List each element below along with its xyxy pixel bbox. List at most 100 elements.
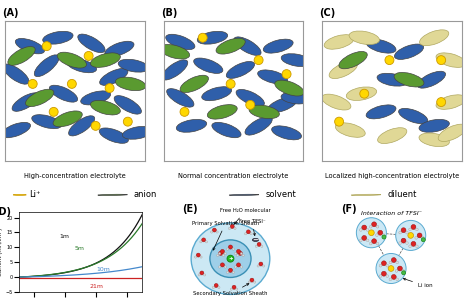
Text: (B): (B) <box>161 8 177 18</box>
Circle shape <box>42 42 51 51</box>
Ellipse shape <box>399 108 428 124</box>
Ellipse shape <box>436 53 466 67</box>
Circle shape <box>194 256 197 258</box>
Circle shape <box>203 274 206 276</box>
Circle shape <box>254 281 256 283</box>
Circle shape <box>376 225 379 228</box>
Ellipse shape <box>252 238 259 241</box>
Circle shape <box>200 241 202 243</box>
Ellipse shape <box>349 31 380 44</box>
Circle shape <box>411 241 416 246</box>
Circle shape <box>250 233 252 235</box>
Text: 10m: 10m <box>96 267 110 271</box>
Ellipse shape <box>81 91 110 105</box>
Ellipse shape <box>26 89 54 106</box>
Circle shape <box>396 278 399 281</box>
Ellipse shape <box>281 92 312 104</box>
Circle shape <box>399 242 401 244</box>
Ellipse shape <box>105 41 134 57</box>
Circle shape <box>246 100 255 109</box>
Ellipse shape <box>1 122 30 138</box>
Ellipse shape <box>15 38 45 54</box>
Ellipse shape <box>236 89 264 106</box>
Circle shape <box>219 252 221 255</box>
Circle shape <box>236 288 238 290</box>
Ellipse shape <box>122 126 153 139</box>
Ellipse shape <box>394 44 424 59</box>
Ellipse shape <box>419 30 449 46</box>
Circle shape <box>261 245 263 247</box>
Ellipse shape <box>275 80 304 96</box>
Ellipse shape <box>167 89 194 107</box>
Circle shape <box>227 248 229 250</box>
Circle shape <box>228 227 230 229</box>
Circle shape <box>372 222 376 227</box>
Ellipse shape <box>166 34 195 50</box>
Text: Localized high-concentration electrolyte: Localized high-concentration electrolyte <box>325 173 459 179</box>
Circle shape <box>224 252 227 255</box>
Text: (E): (E) <box>182 204 198 214</box>
Circle shape <box>379 275 382 277</box>
Text: solvent: solvent <box>265 190 296 199</box>
Circle shape <box>398 266 402 271</box>
Circle shape <box>401 238 406 243</box>
Circle shape <box>416 228 418 231</box>
Circle shape <box>212 228 216 232</box>
Circle shape <box>105 84 114 93</box>
Text: anion: anion <box>134 190 157 199</box>
Circle shape <box>219 251 223 255</box>
Ellipse shape <box>229 194 259 195</box>
Circle shape <box>235 266 237 268</box>
Circle shape <box>198 33 207 42</box>
Circle shape <box>335 117 344 126</box>
Ellipse shape <box>394 72 424 87</box>
Circle shape <box>416 245 418 248</box>
Ellipse shape <box>268 97 297 113</box>
Circle shape <box>237 249 241 254</box>
Circle shape <box>228 268 233 272</box>
Circle shape <box>220 249 225 254</box>
Ellipse shape <box>34 55 59 77</box>
Circle shape <box>385 56 394 65</box>
Circle shape <box>396 261 399 264</box>
Circle shape <box>28 80 37 89</box>
Circle shape <box>257 242 261 246</box>
Circle shape <box>282 70 291 79</box>
Circle shape <box>375 234 378 237</box>
Text: (C): (C) <box>319 8 336 18</box>
Circle shape <box>196 253 200 257</box>
Ellipse shape <box>351 194 381 195</box>
Circle shape <box>234 227 236 229</box>
Circle shape <box>263 265 264 267</box>
Circle shape <box>392 258 396 263</box>
Text: Secondary Solvation Sheath: Secondary Solvation Sheath <box>193 284 268 296</box>
Circle shape <box>368 230 374 236</box>
Circle shape <box>255 245 257 247</box>
Circle shape <box>362 235 366 240</box>
Circle shape <box>237 263 241 267</box>
Ellipse shape <box>91 100 120 115</box>
Circle shape <box>421 238 425 242</box>
Circle shape <box>362 225 366 230</box>
Circle shape <box>123 117 132 126</box>
Text: Li⁺: Li⁺ <box>29 190 41 199</box>
Circle shape <box>409 245 411 248</box>
Circle shape <box>240 266 243 268</box>
Text: High-concentration electrolyte: High-concentration electrolyte <box>24 173 126 179</box>
Text: Normal concentration electrolyte: Normal concentration electrolyte <box>178 173 289 179</box>
Circle shape <box>67 80 76 89</box>
Ellipse shape <box>67 59 97 73</box>
Ellipse shape <box>419 133 449 147</box>
Circle shape <box>219 266 221 268</box>
Ellipse shape <box>438 124 466 142</box>
Circle shape <box>49 107 58 116</box>
Circle shape <box>409 228 411 231</box>
Circle shape <box>401 271 406 275</box>
Ellipse shape <box>324 35 354 49</box>
Circle shape <box>212 286 215 288</box>
Circle shape <box>378 230 383 235</box>
Circle shape <box>383 234 385 237</box>
Circle shape <box>259 262 263 266</box>
Ellipse shape <box>234 37 261 55</box>
Circle shape <box>214 283 218 288</box>
